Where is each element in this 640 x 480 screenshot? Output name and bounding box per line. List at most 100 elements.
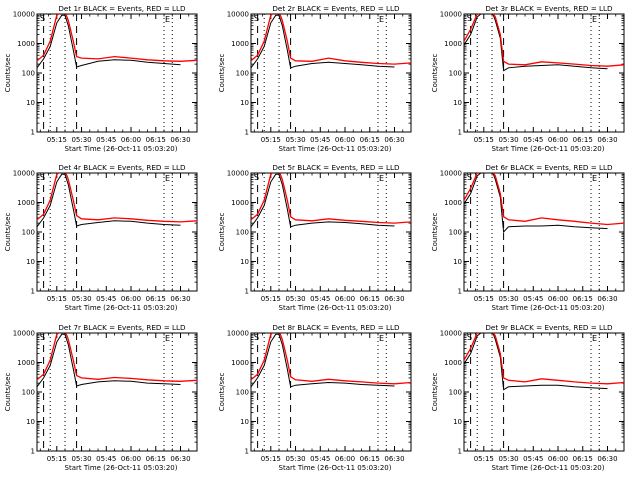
x-tick-label: 05:15 (47, 455, 67, 463)
y-tick-label: 1000 (444, 199, 462, 207)
y-tick-label: 10 (453, 258, 462, 266)
y-tick-label: 10000 (440, 170, 462, 178)
x-tick-label: 05:45 (523, 455, 543, 463)
x-axis-label: Start Time (26-Oct-11 05:03:20) (279, 304, 392, 312)
events-series-line (251, 333, 395, 388)
x-tick-label: 06:15 (146, 455, 166, 463)
x-tick-label: 06:30 (170, 455, 190, 463)
y-tick-label: 1 (31, 448, 35, 456)
x-axis-label: Start Time (26-Oct-11 05:03:20) (65, 145, 178, 153)
y-tick-label: 1 (31, 288, 35, 296)
x-tick-label: 05:30 (285, 455, 305, 463)
y-tick-label: 10000 (227, 170, 249, 178)
lld-series-line (37, 333, 197, 382)
x-tick-label: 06:00 (548, 295, 568, 303)
x-tick-label: 05:30 (285, 136, 305, 144)
start-marker-label: S (40, 14, 45, 23)
plot-frame (36, 332, 198, 452)
x-tick-label: 05:15 (474, 295, 494, 303)
y-axis-label: Counts/sec (218, 54, 226, 93)
y-tick-label: 10 (240, 99, 249, 107)
start-marker-label: S (467, 173, 472, 182)
x-tick-label: 05:30 (71, 295, 91, 303)
y-tick-label: 10 (240, 258, 249, 266)
panel-title: Det 8r BLACK = Events, RED = LLD (272, 323, 400, 332)
y-tick-label: 10 (26, 418, 35, 426)
x-tick-label: 06:00 (548, 136, 568, 144)
end-marker-label: E (592, 174, 597, 183)
lld-series-line (464, 14, 624, 67)
plot-frame (250, 13, 412, 133)
y-tick-label: 100 (22, 389, 35, 397)
y-tick-label: 1 (245, 288, 249, 296)
x-tick-label: 05:15 (47, 295, 67, 303)
lld-series-line (251, 333, 411, 385)
series-group (251, 333, 411, 388)
x-tick-label: 05:30 (71, 455, 91, 463)
end-marker-label: E (592, 15, 597, 24)
plot-frame (36, 13, 198, 133)
y-tick-label: 10000 (440, 330, 462, 338)
x-tick-label: 05:30 (498, 295, 518, 303)
x-tick-label: 05:45 (96, 455, 116, 463)
x-tick-label: 06:00 (335, 136, 355, 144)
start-marker-label: S (467, 333, 472, 342)
start-marker-label: S (254, 14, 259, 23)
plot-frame (463, 13, 625, 133)
y-tick-label: 10 (453, 99, 462, 107)
y-tick-label: 100 (236, 70, 249, 78)
x-tick-label: 06:00 (121, 455, 141, 463)
y-tick-label: 10000 (13, 170, 35, 178)
y-axis-label: Counts/sec (218, 373, 226, 412)
lld-series-line (251, 14, 411, 65)
x-axis-label: Start Time (26-Oct-11 05:03:20) (492, 145, 605, 153)
x-tick-label: 05:45 (96, 136, 116, 144)
y-tick-label: 1 (245, 129, 249, 137)
y-tick-label: 10000 (227, 11, 249, 19)
x-tick-label: 06:30 (597, 295, 617, 303)
plot-frame (250, 332, 412, 452)
series-group (464, 14, 624, 72)
x-axis-label: Start Time (26-Oct-11 05:03:20) (492, 464, 605, 472)
x-tick-label: 06:15 (573, 295, 593, 303)
panel-8: Det 8r BLACK = Events, RED = LLD 1 10 100 10… (218, 323, 412, 472)
series-group (464, 173, 624, 234)
panel-title: Det 4r BLACK = Events, RED = LLD (58, 163, 186, 172)
events-series-line (464, 14, 608, 72)
x-tick-label: 06:30 (170, 295, 190, 303)
y-tick-label: 1000 (444, 359, 462, 367)
x-tick-label: 05:45 (310, 295, 330, 303)
panel-4: Det 4r BLACK = Events, RED = LLD 1 10 100 10… (4, 163, 198, 312)
y-tick-label: 100 (449, 70, 462, 78)
y-tick-label: 1 (458, 448, 462, 456)
panel-6: Det 6r BLACK = Events, RED = LLD 1 10 100 10… (431, 163, 625, 312)
y-tick-label: 100 (449, 389, 462, 397)
y-tick-label: 10000 (227, 330, 249, 338)
y-axis-label: Counts/sec (4, 373, 12, 412)
x-tick-label: 06:30 (170, 136, 190, 144)
y-tick-label: 100 (22, 70, 35, 78)
x-tick-label: 06:00 (121, 136, 141, 144)
lld-series-line (464, 173, 624, 226)
y-tick-label: 1 (458, 288, 462, 296)
y-tick-label: 1000 (17, 40, 35, 48)
x-tick-label: 06:00 (335, 455, 355, 463)
x-tick-label: 06:30 (597, 455, 617, 463)
y-axis-label: Counts/sec (4, 54, 12, 93)
y-axis-label: Counts/sec (4, 213, 12, 252)
y-tick-label: 10000 (13, 330, 35, 338)
events-series-line (251, 173, 395, 228)
x-tick-label: 06:30 (384, 295, 404, 303)
y-tick-label: 1000 (231, 199, 249, 207)
start-marker-label: S (40, 173, 45, 182)
events-series-line (464, 333, 608, 391)
start-marker-label: S (254, 173, 259, 182)
x-tick-label: 05:15 (261, 295, 281, 303)
x-tick-label: 06:30 (384, 455, 404, 463)
x-tick-label: 06:15 (360, 455, 380, 463)
y-tick-label: 1 (245, 448, 249, 456)
panel-title: Det 1r BLACK = Events, RED = LLD (58, 4, 186, 13)
end-marker-label: E (379, 334, 384, 343)
x-tick-label: 06:15 (146, 295, 166, 303)
